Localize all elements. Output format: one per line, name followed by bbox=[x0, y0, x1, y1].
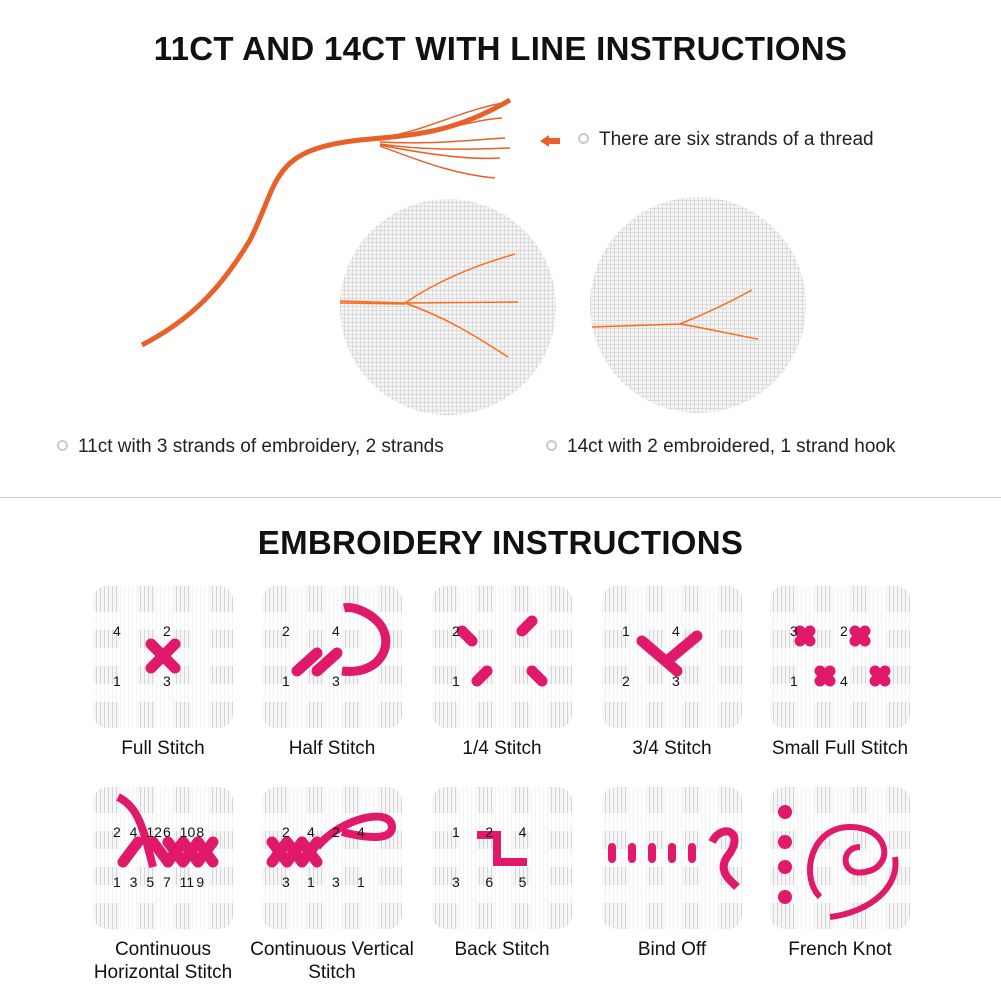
bullet-icon bbox=[57, 440, 68, 451]
stitch-number: 3 bbox=[452, 874, 460, 890]
stitch-diagram-french-knot bbox=[770, 787, 910, 929]
stitch-number: 3 bbox=[282, 874, 290, 890]
section-title-embroidery: EMBROIDERY INSTRUCTIONS bbox=[257, 524, 744, 561]
stitch-label: Half Stitch bbox=[288, 738, 376, 759]
stitch-number: 4 bbox=[130, 824, 138, 840]
stitch-number: 3 bbox=[163, 673, 171, 689]
stitch-label: Back Stitch bbox=[454, 939, 550, 960]
stitch-number: 1 bbox=[357, 874, 365, 890]
stitch-number: 2 bbox=[163, 623, 171, 639]
stitch-number: 1 bbox=[282, 673, 290, 689]
stitch-number: 2 bbox=[452, 623, 460, 639]
caption-14ct: 14ct with 2 embroidered, 1 strand hook bbox=[567, 436, 896, 457]
bullet-icon bbox=[578, 133, 589, 144]
stitch-number: 1 bbox=[622, 623, 630, 639]
section-title-thread: 11CT AND 14CT WITH LINE INSTRUCTIONS bbox=[153, 30, 848, 67]
bullet-icon bbox=[546, 440, 557, 451]
stitch-number: 4 bbox=[307, 824, 315, 840]
stitch-number: 4 bbox=[519, 824, 527, 840]
stitch-number: 3 bbox=[790, 623, 798, 639]
stitch-number: 4 bbox=[840, 673, 848, 689]
stitch-number: 2 bbox=[113, 824, 121, 840]
stitch-label: Small Full Stitch bbox=[771, 738, 909, 759]
stitch-label: Full Stitch bbox=[121, 738, 205, 759]
stitch-number: 10 bbox=[180, 824, 196, 840]
stitch-number: 1 bbox=[113, 874, 121, 890]
stitch-number: 5 bbox=[146, 874, 154, 890]
divider bbox=[0, 497, 1001, 498]
stitch-number: 2 bbox=[282, 623, 290, 639]
stitch-label: Continuous Horizontal Stitch bbox=[93, 939, 233, 983]
stitch-number: 2 bbox=[332, 824, 340, 840]
stitch-number: 4 bbox=[332, 623, 340, 639]
stitch-number: 6 bbox=[163, 824, 171, 840]
stitch-number: 6 bbox=[485, 874, 493, 890]
stitch-number: 4 bbox=[672, 623, 680, 639]
stitch-diagram-small-full-stitch: 3 2 1 4 bbox=[770, 586, 910, 728]
stitch-number: 1 bbox=[113, 673, 121, 689]
stitch-number: 1 bbox=[452, 673, 460, 689]
stitch-number: 12 bbox=[146, 824, 162, 840]
stitch-number: 2 bbox=[282, 824, 290, 840]
stitch-diagram-back-stitch: 1 2 4 3 6 5 bbox=[432, 787, 572, 929]
stitch-number: 9 bbox=[196, 874, 204, 890]
stitch-number: 11 bbox=[180, 874, 195, 890]
stitch-diagram-half-stitch: 2 4 1 3 bbox=[262, 586, 402, 728]
fabric-11ct bbox=[339, 199, 556, 415]
thread-note: There are six strands of a thread bbox=[599, 129, 874, 150]
stitch-number: 5 bbox=[519, 874, 527, 890]
stitch-diagram-full-stitch: 4 2 1 3 bbox=[93, 586, 233, 728]
stitch-number: 3 bbox=[672, 673, 680, 689]
stitch-label: 1/4 Stitch bbox=[462, 738, 542, 759]
stitch-label: 3/4 Stitch bbox=[632, 738, 712, 759]
stitch-number: 1 bbox=[790, 673, 798, 689]
fabric-14ct bbox=[590, 197, 806, 413]
stitch-number: 3 bbox=[332, 874, 340, 890]
stitch-number: 2 bbox=[840, 623, 848, 639]
stitch-label: Bind Off bbox=[637, 939, 707, 960]
stitch-number: 1 bbox=[452, 824, 460, 840]
stitch-number: 4 bbox=[357, 824, 365, 840]
stitch-number: 4 bbox=[113, 623, 121, 639]
stitch-diagram-continuous-horizontal-stitch: 2 4 12 6 10 8 1 3 5 7 11 9 bbox=[93, 787, 233, 929]
stitch-number: 3 bbox=[332, 673, 340, 689]
stitch-number: 2 bbox=[485, 824, 493, 840]
caption-11ct: 11ct with 3 strands of embroidery, 2 str… bbox=[78, 436, 444, 457]
stitch-label: Continuous Vertical Stitch bbox=[250, 939, 414, 983]
stitch-number: 3 bbox=[130, 874, 138, 890]
stitch-number: 7 bbox=[163, 874, 171, 890]
arrow-left-icon bbox=[540, 134, 562, 147]
stitch-diagram-3-4-stitch: 1 4 2 3 bbox=[602, 586, 742, 728]
stitch-diagram-continuous-vertical-stitch: 2 4 2 4 3 1 3 1 bbox=[262, 787, 402, 929]
stitch-number: 1 bbox=[307, 874, 315, 890]
stitch-diagram-bind-off bbox=[602, 787, 742, 929]
thread-illustration bbox=[140, 97, 512, 348]
stitch-label: French Knot bbox=[788, 939, 892, 960]
stitch-number: 8 bbox=[196, 824, 204, 840]
stitch-number: 2 bbox=[622, 673, 630, 689]
